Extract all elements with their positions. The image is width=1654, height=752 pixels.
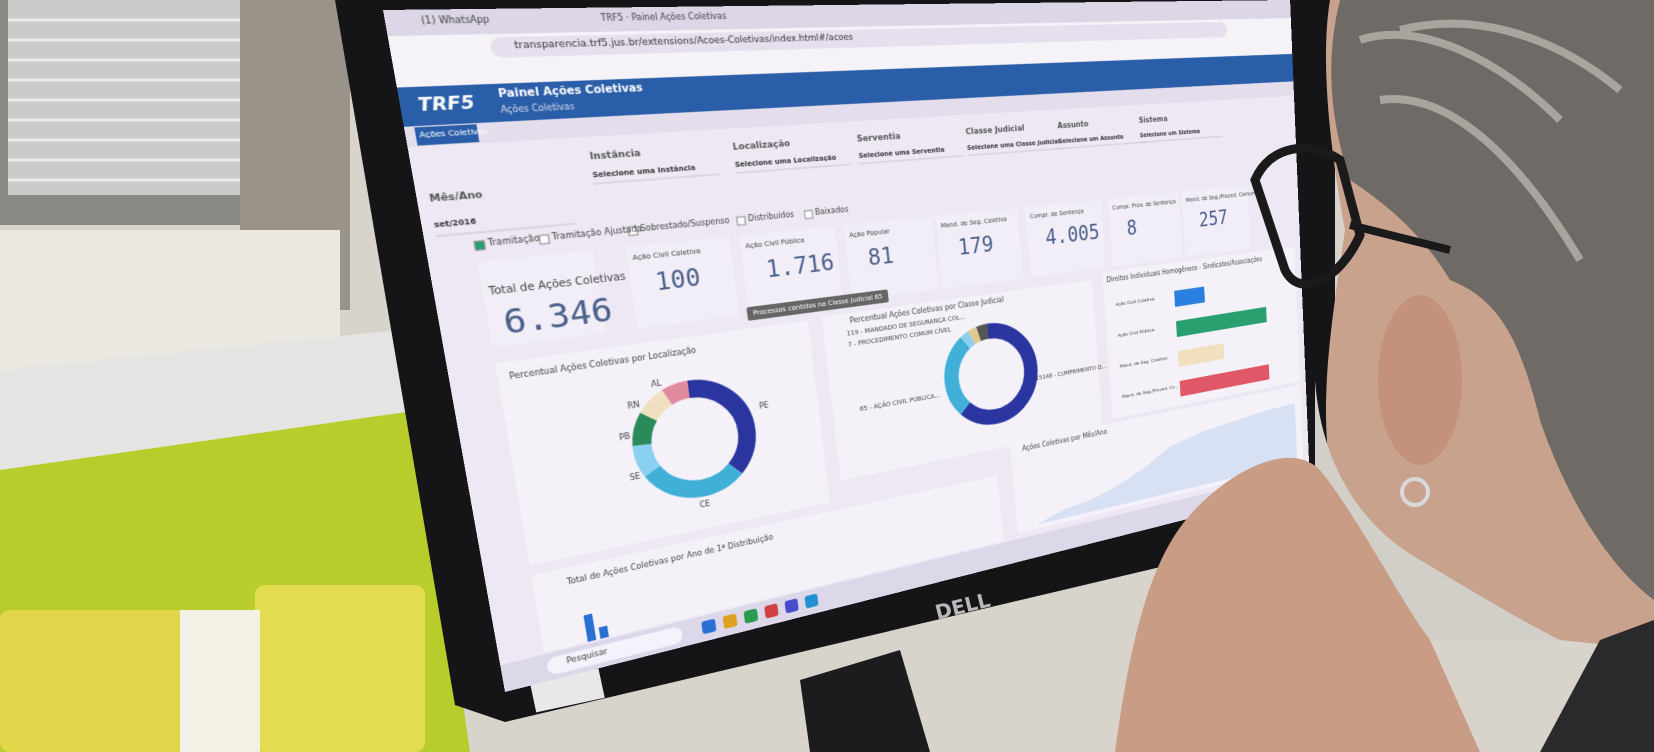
monitor-screen: (1) WhatsApp TRF5 · Painel Ações Coletiva…: [383, 0, 1311, 693]
hair: [1331, 0, 1654, 600]
active-tab: [414, 124, 480, 146]
kpi-card: [477, 250, 606, 348]
hair-highlights: [1358, 19, 1623, 263]
chart-panel: [821, 280, 1103, 481]
kpi-card: [625, 237, 740, 329]
earring: [1400, 477, 1430, 507]
screen-graphics: [383, 0, 1311, 693]
ear: [1378, 295, 1462, 465]
binder: [255, 585, 425, 752]
hand: [1115, 457, 1480, 752]
binder: [0, 610, 190, 752]
glasses-arm: [1349, 221, 1451, 254]
chart-panel: [495, 320, 830, 566]
shelf: [0, 330, 420, 470]
blind-slats: [8, 18, 270, 182]
shirt: [1540, 620, 1654, 752]
window-blinds: [8, 0, 270, 195]
monitor-stand: [800, 650, 930, 752]
glasses: [1250, 143, 1365, 289]
papers: [180, 610, 260, 752]
